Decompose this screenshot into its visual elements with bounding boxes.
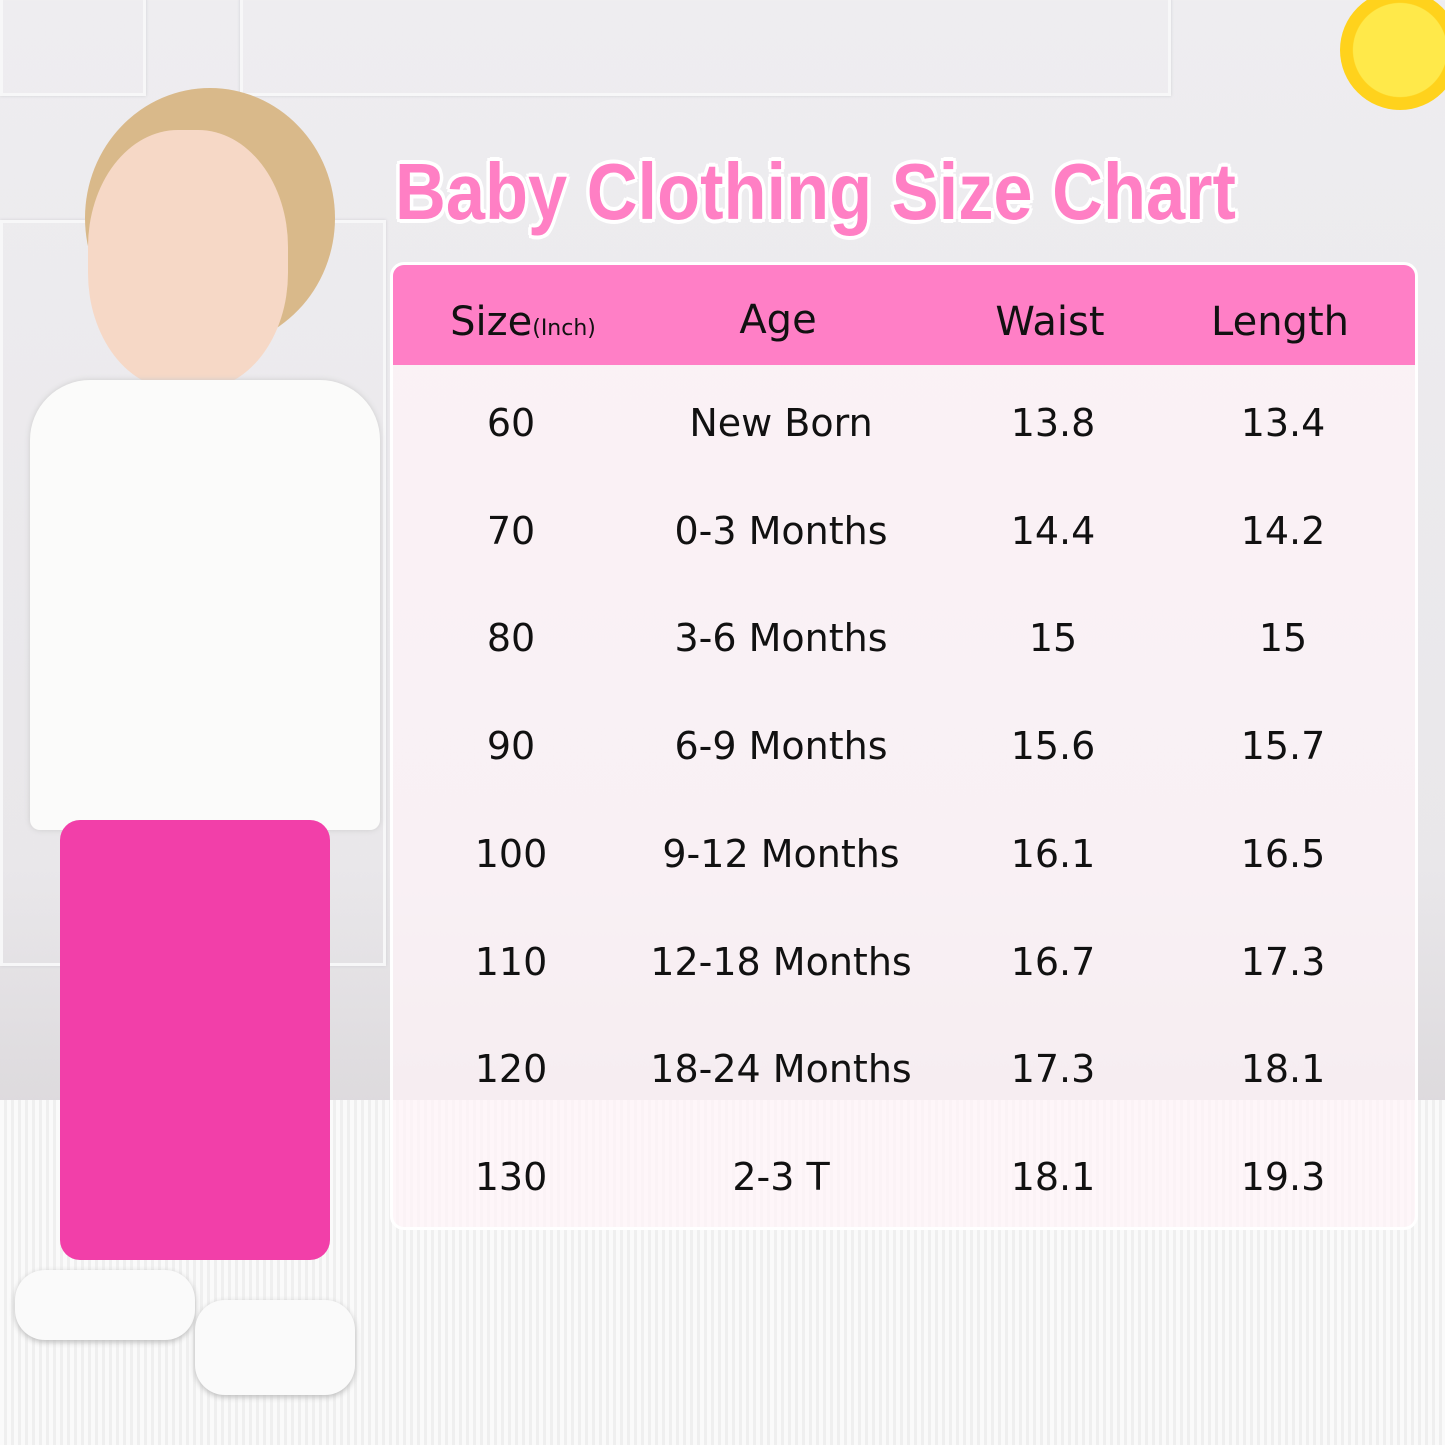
cell-length: 15.7 <box>1240 724 1326 769</box>
cell-size: 90 <box>486 724 536 769</box>
shirt <box>30 380 380 830</box>
cell-age: 2-3 T <box>732 1154 830 1199</box>
cell-length: 15 <box>1258 616 1308 661</box>
cell-size: 110 <box>474 939 548 984</box>
cell-waist: 13.8 <box>1010 401 1096 445</box>
cell-waist: 18.1 <box>1010 1154 1096 1199</box>
cell-waist: 14.4 <box>1010 508 1096 553</box>
cell-length: 18.1 <box>1240 1047 1326 1092</box>
header-size-unit: (Inch) <box>532 316 596 341</box>
cell-waist: 17.3 <box>1010 1047 1096 1092</box>
cell-size: 100 <box>474 831 548 876</box>
size-table: Size(Inch) Age Waist Length 60 New Born 13… <box>390 262 1418 1230</box>
cell-age: 12-18 Months <box>650 939 912 984</box>
chart-title: Baby Clothing Size Chart <box>395 147 1236 236</box>
cell-age: New Born <box>689 401 873 445</box>
face <box>88 130 288 390</box>
header-length: Length <box>1211 299 1349 345</box>
wall-panel <box>240 0 1171 96</box>
header-size-label: Size <box>450 299 533 345</box>
cell-waist: 15.6 <box>1010 724 1096 769</box>
cell-size: 120 <box>474 1047 548 1092</box>
cell-size: 60 <box>486 401 536 445</box>
cell-waist: 16.7 <box>1010 939 1096 984</box>
cell-age: 6-9 Months <box>674 724 888 769</box>
cell-length: 17.3 <box>1240 939 1326 984</box>
cell-length: 19.3 <box>1240 1154 1326 1199</box>
cell-size: 130 <box>474 1154 548 1199</box>
cell-waist: 16.1 <box>1010 831 1096 876</box>
cell-size: 80 <box>486 616 536 661</box>
cell-waist: 15 <box>1028 616 1078 661</box>
wall-panel <box>0 0 146 96</box>
cell-age: 0-3 Months <box>674 508 888 553</box>
table-header: Size(Inch) Age Waist Length <box>393 265 1415 365</box>
shoe <box>195 1300 355 1395</box>
cell-age: 9-12 Months <box>662 831 900 876</box>
cell-length: 13.4 <box>1240 401 1326 445</box>
cell-length: 14.2 <box>1240 508 1326 553</box>
cell-size: 70 <box>486 508 536 553</box>
header-waist: Waist <box>995 299 1105 345</box>
cell-age: 18-24 Months <box>650 1047 912 1092</box>
pants <box>60 820 330 1260</box>
cell-age: 3-6 Months <box>674 616 888 661</box>
sun-icon <box>1340 0 1445 110</box>
header-size: Size(Inch) <box>450 299 596 345</box>
header-age: Age <box>739 297 817 343</box>
shoe <box>15 1270 195 1340</box>
cell-length: 16.5 <box>1240 831 1326 876</box>
